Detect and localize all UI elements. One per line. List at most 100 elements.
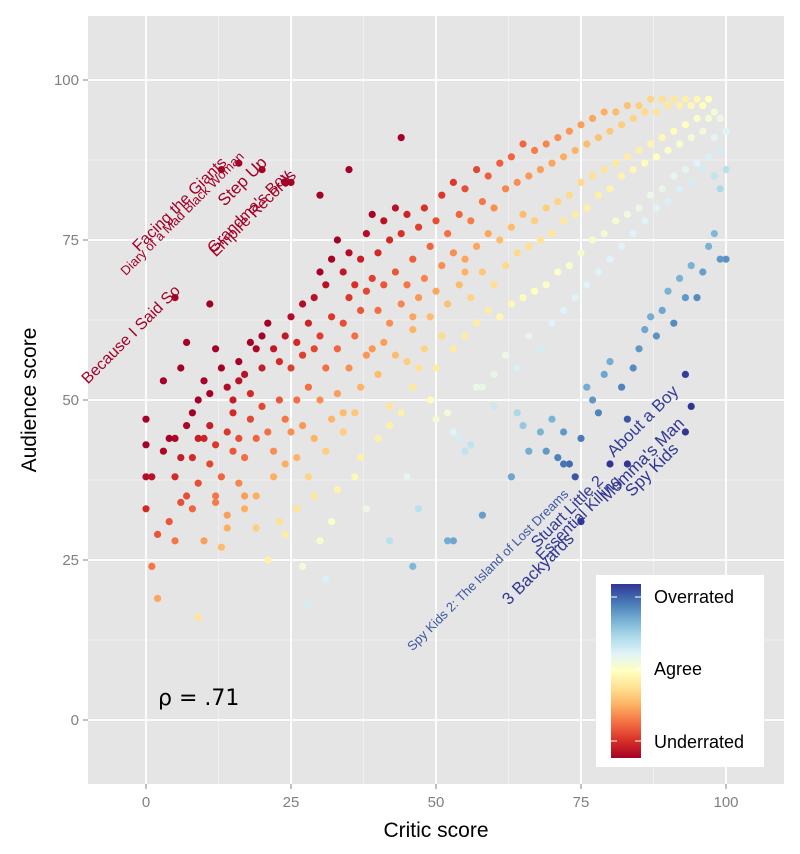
data-point [235, 377, 243, 385]
data-point [449, 537, 457, 545]
data-point [571, 210, 579, 218]
data-point [513, 178, 521, 186]
data-point [322, 364, 330, 372]
data-point [647, 313, 655, 321]
data-point [241, 454, 249, 462]
data-point [438, 191, 446, 199]
data-point [525, 447, 533, 455]
data-point [368, 210, 376, 218]
data-point [397, 230, 405, 238]
data-point [229, 409, 237, 417]
data-point [165, 518, 173, 526]
data-point [652, 332, 661, 340]
data-point [270, 345, 278, 353]
data-point [275, 358, 283, 366]
data-point [623, 415, 632, 423]
data-point [281, 332, 289, 340]
data-point [525, 332, 533, 340]
data-point [647, 140, 655, 148]
data-point [525, 242, 533, 250]
data-point [304, 383, 312, 391]
data-point [710, 108, 719, 116]
data-point [409, 562, 417, 571]
data-point [513, 249, 521, 257]
data-point [200, 434, 208, 442]
data-point [188, 505, 196, 513]
data-point [142, 505, 150, 513]
data-point [478, 511, 486, 519]
data-point [705, 153, 713, 161]
data-point [316, 332, 324, 340]
data-point [577, 178, 585, 186]
data-point [415, 364, 423, 372]
data-point [159, 377, 167, 385]
x-tick-label: 50 [428, 794, 445, 811]
data-point [171, 473, 179, 481]
data-point [362, 230, 370, 238]
data-point [449, 428, 457, 436]
data-point [333, 390, 341, 398]
data-point [716, 255, 724, 263]
data-point [299, 562, 307, 571]
data-point [310, 492, 318, 500]
data-point [328, 518, 336, 526]
labeled-data-point [281, 178, 289, 186]
data-point [589, 236, 597, 244]
data-point [246, 390, 254, 398]
data-point [415, 294, 423, 302]
data-point [333, 345, 341, 353]
data-point [519, 422, 527, 430]
data-point [687, 134, 695, 142]
data-point [484, 306, 492, 314]
data-point [177, 364, 185, 372]
data-point [386, 422, 394, 430]
y-axis-ticks: 0 25 50 75 100 [54, 72, 88, 729]
data-point [461, 332, 469, 340]
data-point [629, 230, 637, 238]
data-point [362, 505, 370, 513]
data-point [594, 268, 603, 276]
data-point [635, 345, 643, 353]
data-point [386, 402, 394, 410]
data-point [206, 460, 214, 468]
labeled-data-point [258, 166, 266, 174]
data-point [676, 185, 684, 193]
data-point [507, 473, 515, 481]
data-point [316, 396, 324, 404]
data-point [316, 268, 324, 276]
data-point [241, 370, 249, 378]
data-point [600, 370, 608, 378]
data-point [409, 383, 417, 391]
x-axis-ticks: 0 25 50 75 100 [142, 784, 739, 811]
data-point [420, 345, 428, 353]
data-point [699, 268, 707, 276]
data-point [154, 594, 162, 603]
data-point [415, 223, 423, 231]
data-point [542, 204, 550, 212]
data-point [635, 204, 643, 212]
data-point [293, 505, 301, 513]
data-point [473, 383, 481, 391]
y-tick-label: 25 [62, 552, 79, 569]
data-point [577, 434, 585, 442]
data-point [403, 281, 411, 289]
data-point [687, 178, 695, 186]
labeled-data-point [287, 178, 295, 186]
data-point [641, 326, 649, 334]
data-point [235, 479, 243, 487]
data-point [444, 409, 452, 417]
data-point [351, 281, 359, 289]
data-point [635, 102, 643, 110]
data-point [473, 319, 481, 327]
data-point [606, 255, 614, 263]
data-point [403, 358, 411, 366]
data-point [322, 575, 330, 583]
major-gridlines [88, 16, 784, 784]
data-point [670, 319, 678, 327]
data-point [223, 428, 231, 436]
data-point [583, 140, 591, 148]
data-point [165, 434, 173, 442]
data-point [681, 294, 690, 302]
data-point [618, 383, 626, 391]
data-point [380, 338, 388, 346]
